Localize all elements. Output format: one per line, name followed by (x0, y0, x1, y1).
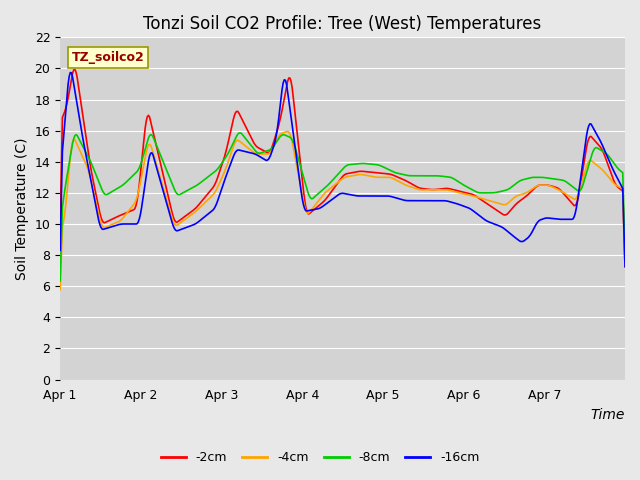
-8cm (329, 177, 337, 182)
-2cm (394, 174, 401, 180)
-4cm (363, 173, 371, 179)
-16cm (56, 248, 64, 253)
-16cm (520, 238, 528, 243)
-8cm (236, 130, 244, 136)
-4cm (284, 129, 291, 134)
-8cm (326, 180, 333, 186)
-4cm (326, 186, 333, 192)
Legend: -2cm, -4cm, -8cm, -16cm: -2cm, -4cm, -8cm, -16cm (156, 446, 484, 469)
-16cm (621, 264, 629, 269)
-16cm (326, 198, 333, 204)
-16cm (609, 166, 616, 171)
-8cm (363, 161, 371, 167)
Text: TZ_soilco2: TZ_soilco2 (72, 51, 144, 64)
-16cm (329, 196, 337, 202)
-2cm (71, 67, 79, 72)
-16cm (394, 195, 401, 201)
Line: -4cm: -4cm (60, 132, 625, 289)
-4cm (520, 191, 528, 196)
-4cm (329, 183, 337, 189)
-16cm (67, 70, 74, 75)
-4cm (394, 178, 401, 184)
-2cm (326, 192, 333, 197)
-8cm (394, 170, 401, 176)
Y-axis label: Soil Temperature (C): Soil Temperature (C) (15, 137, 29, 280)
-8cm (520, 177, 528, 182)
-4cm (621, 263, 629, 268)
-2cm (329, 187, 337, 192)
-8cm (609, 158, 616, 164)
-4cm (609, 179, 616, 185)
-8cm (621, 253, 629, 259)
X-axis label: Time: Time (591, 408, 625, 422)
Title: Tonzi Soil CO2 Profile: Tree (West) Temperatures: Tonzi Soil CO2 Profile: Tree (West) Temp… (143, 15, 541, 33)
Line: -2cm: -2cm (60, 70, 625, 267)
-2cm (363, 169, 371, 175)
-8cm (56, 278, 64, 284)
-4cm (56, 287, 64, 292)
Line: -16cm: -16cm (60, 72, 625, 266)
Line: -8cm: -8cm (60, 133, 625, 281)
-16cm (363, 193, 371, 199)
-2cm (609, 175, 616, 180)
-2cm (621, 264, 629, 270)
-2cm (56, 221, 64, 227)
-2cm (520, 195, 528, 201)
